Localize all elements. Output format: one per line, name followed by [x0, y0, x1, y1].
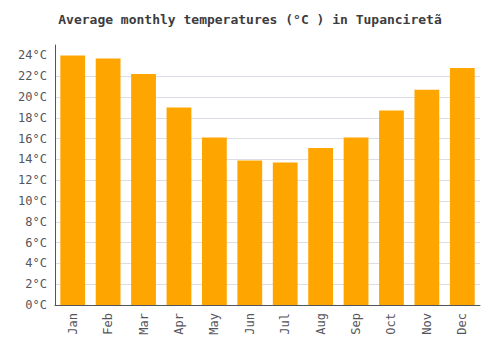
svg-text:Dec: Dec: [455, 313, 469, 335]
svg-text:20°C: 20°C: [18, 90, 47, 104]
svg-text:18°C: 18°C: [18, 111, 47, 125]
svg-text:Jul: Jul: [278, 313, 292, 335]
svg-text:Aug: Aug: [314, 313, 328, 335]
svg-text:Jan: Jan: [66, 313, 80, 335]
svg-text:Oct: Oct: [384, 313, 398, 335]
svg-text:May: May: [207, 313, 221, 335]
svg-text:14°C: 14°C: [18, 152, 47, 166]
svg-text:Feb: Feb: [101, 313, 115, 335]
svg-text:Average monthly temperatures (: Average monthly temperatures (°C ) in Tu…: [58, 12, 442, 27]
svg-text:2°C: 2°C: [25, 277, 47, 291]
svg-text:Mar: Mar: [137, 313, 151, 335]
svg-text:12°C: 12°C: [18, 173, 47, 187]
svg-text:Nov: Nov: [420, 313, 434, 335]
svg-text:0°C: 0°C: [25, 298, 47, 312]
svg-text:6°C: 6°C: [25, 236, 47, 250]
svg-text:Sep: Sep: [349, 313, 363, 335]
svg-text:4°C: 4°C: [25, 256, 47, 270]
svg-text:16°C: 16°C: [18, 132, 47, 146]
svg-text:10°C: 10°C: [18, 194, 47, 208]
svg-text:22°C: 22°C: [18, 69, 47, 83]
svg-text:24°C: 24°C: [18, 48, 47, 62]
svg-text:Apr: Apr: [172, 313, 186, 335]
svg-text:8°C: 8°C: [25, 215, 47, 229]
svg-text:Jun: Jun: [243, 313, 257, 335]
